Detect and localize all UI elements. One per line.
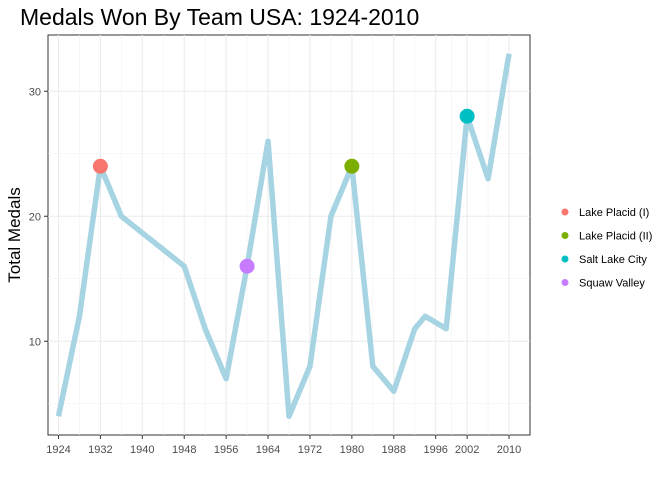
legend-key <box>561 255 569 263</box>
x-tick-label: 1948 <box>172 444 196 456</box>
x-tick-label: 1964 <box>256 444 280 456</box>
legend-key <box>561 279 569 286</box>
x-tick-label: 1940 <box>130 444 154 456</box>
y-axis-title: Total Medals <box>5 187 24 282</box>
y-tick-label: 30 <box>29 86 41 98</box>
legend-label: Lake Placid (I) <box>579 207 649 219</box>
legend-label: Salt Lake City <box>579 254 647 266</box>
x-tick-label: 1932 <box>88 444 112 456</box>
x-tick-label: 1980 <box>340 444 364 456</box>
highlight-point <box>459 108 475 124</box>
legend-key <box>561 208 569 216</box>
series-line <box>55 53 512 419</box>
legend: Lake Placid (I) Lake Placid (II) Salt Lake… <box>561 207 652 290</box>
highlight-point <box>344 158 360 174</box>
legend-label: Lake Placid (II) <box>579 231 652 243</box>
highlight-points <box>92 108 475 274</box>
y-tick-label: 20 <box>29 211 41 223</box>
highlight-point <box>239 258 255 274</box>
x-tick-label: 1956 <box>214 444 238 456</box>
highlight-point <box>92 158 108 174</box>
medals-line <box>55 53 512 419</box>
x-tick-label: 2002 <box>455 444 479 456</box>
legend-key <box>561 232 569 239</box>
x-tick-label: 2010 <box>497 444 521 456</box>
y-tick-label: 10 <box>29 336 41 348</box>
x-tick-label: 1972 <box>298 444 322 456</box>
axes: 1924 1932 1940 1948 1956 1964 1972 1980 1988 1996… <box>29 86 522 456</box>
x-tick-label: 1996 <box>423 444 447 456</box>
x-tick-label: 1988 <box>382 444 406 456</box>
chart-title: Medals Won By Team USA: 1924-2010 <box>20 4 420 30</box>
x-tick-label: 1924 <box>46 444 70 456</box>
legend-label: Squaw Valley <box>579 278 645 290</box>
